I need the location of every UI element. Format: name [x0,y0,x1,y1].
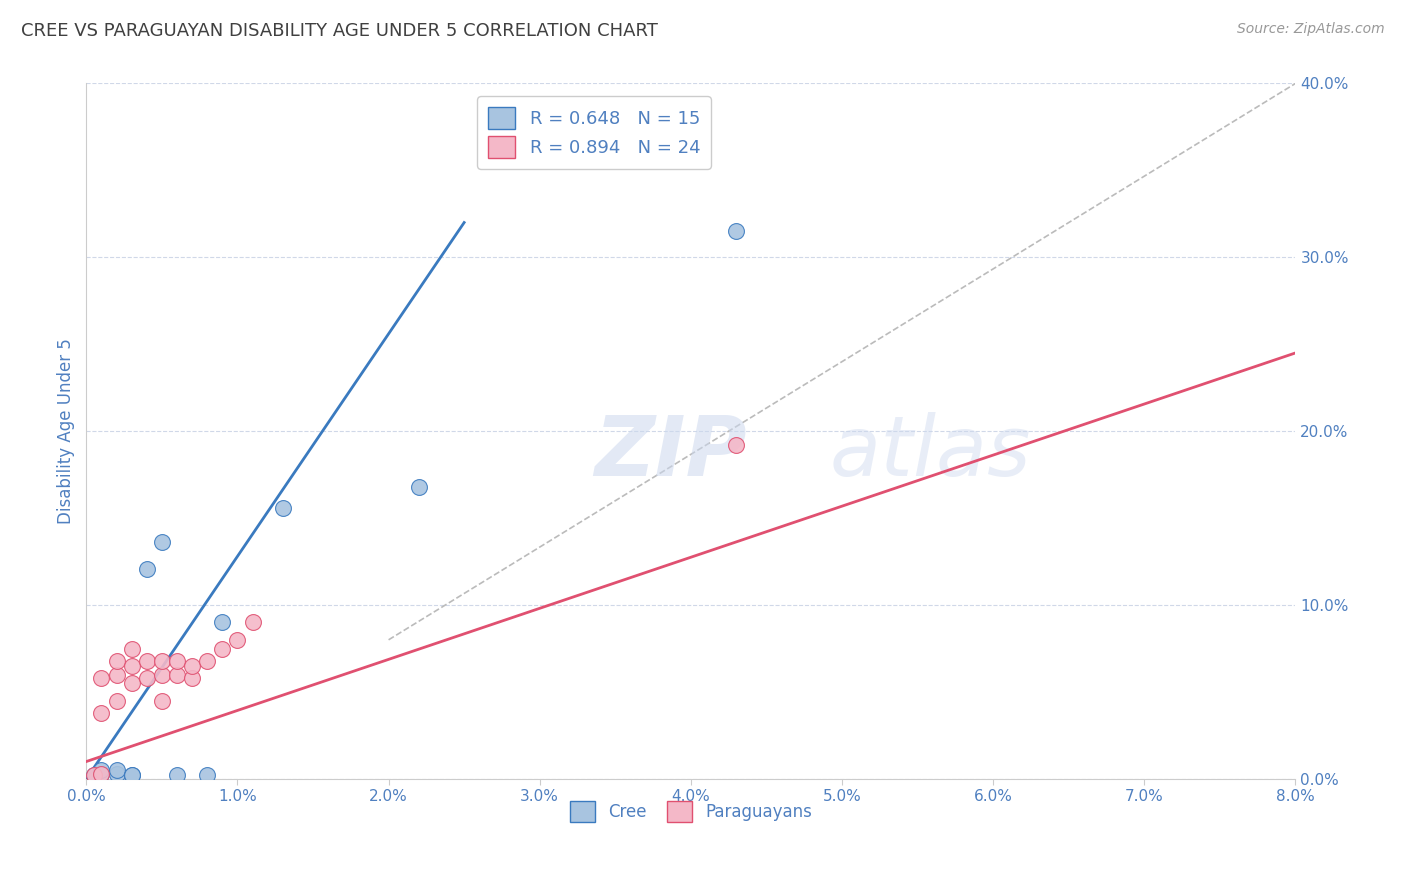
Point [105,763,128,777]
Point [181,659,204,673]
Point [105,766,128,780]
Legend: Cree, Paraguayans: Cree, Paraguayans [558,789,824,833]
Point [166,654,188,668]
Point [135,654,157,668]
Point [166,667,188,681]
Point [90,671,112,685]
Point [271,500,294,515]
Point [121,676,143,690]
Point [195,768,218,782]
Point [150,535,173,549]
Point [150,654,173,668]
Point [105,694,128,708]
Point [725,224,748,238]
Point [226,632,249,647]
Point [135,671,157,685]
Point [135,561,157,575]
Point [725,438,748,452]
Point [408,480,430,494]
Y-axis label: Disability Age Under 5: Disability Age Under 5 [58,338,75,524]
Point [121,768,143,782]
Point [121,659,143,673]
Point [105,654,128,668]
Point [166,768,188,782]
Text: CREE VS PARAGUAYAN DISABILITY AGE UNDER 5 CORRELATION CHART: CREE VS PARAGUAYAN DISABILITY AGE UNDER … [21,22,658,40]
Text: Source: ZipAtlas.com: Source: ZipAtlas.com [1237,22,1385,37]
Point [121,641,143,656]
Point [121,768,143,782]
Point [90,766,112,780]
Point [211,641,233,656]
Point [211,615,233,630]
Point [90,766,112,780]
Text: ZIP: ZIP [595,411,747,492]
Text: atlas: atlas [830,411,1032,492]
Point [105,667,128,681]
Point [181,671,204,685]
Point [150,667,173,681]
Point [83,768,105,782]
Point [90,763,112,777]
Point [195,654,218,668]
Point [83,768,105,782]
Point [90,706,112,720]
Point [242,615,264,630]
Point [150,694,173,708]
